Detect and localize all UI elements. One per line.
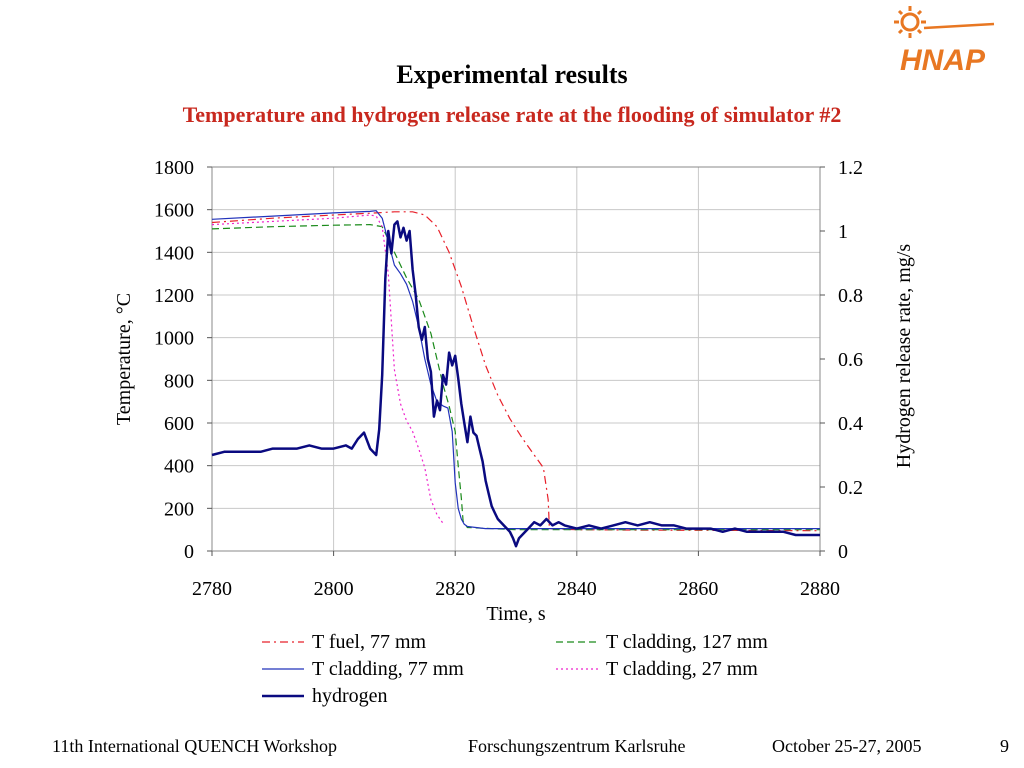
legend-label-2: T cladding, 77 mm bbox=[312, 658, 464, 680]
y2-tick-label: 0.4 bbox=[838, 413, 863, 435]
y2-axis-label: Hydrogen release rate, mg/s bbox=[893, 244, 915, 469]
legend-label-0: T fuel, 77 mm bbox=[312, 631, 427, 653]
x-tick-label: 2880 bbox=[800, 578, 840, 600]
y-tick-label: 1000 bbox=[154, 328, 194, 350]
x-tick-label: 2780 bbox=[192, 578, 232, 600]
footer-institution: Forschungszentrum Karlsruhe bbox=[468, 736, 686, 756]
y-tick-label: 800 bbox=[164, 370, 194, 392]
y2-tick-label: 0 bbox=[838, 541, 848, 563]
series-line-0 bbox=[211, 211, 821, 532]
series-line-4 bbox=[211, 220, 820, 548]
series-line-3 bbox=[211, 214, 444, 524]
y2-tick-label: 1.2 bbox=[838, 157, 863, 179]
slide-subtitle: Temperature and hydrogen release rate at… bbox=[182, 102, 842, 127]
footer-workshop: 11th International QUENCH Workshop bbox=[52, 736, 338, 756]
x-axis-label: Time, s bbox=[486, 603, 546, 625]
x-tick-label: 2820 bbox=[435, 578, 475, 600]
series-line-1 bbox=[211, 224, 820, 531]
slide-title: Experimental results bbox=[396, 60, 628, 89]
x-tick-label: 2860 bbox=[678, 578, 718, 600]
y2-tick-label: 0.2 bbox=[838, 477, 863, 499]
y2-tick-label: 0.8 bbox=[838, 285, 863, 307]
y-tick-label: 0 bbox=[184, 541, 194, 563]
y-tick-label: 1800 bbox=[154, 157, 194, 179]
y2-tick-label: 1 bbox=[838, 221, 848, 243]
y-tick-label: 400 bbox=[164, 456, 194, 478]
institute-logo: HNAP bbox=[894, 6, 995, 77]
legend-label-4: hydrogen bbox=[312, 685, 388, 707]
sun-icon bbox=[894, 6, 995, 38]
legend-label-3: T cladding, 27 mm bbox=[606, 658, 758, 680]
series-line-2 bbox=[211, 210, 820, 530]
y-tick-label: 200 bbox=[164, 498, 194, 520]
y-tick-label: 1600 bbox=[154, 200, 194, 222]
plot-area bbox=[211, 166, 821, 552]
logo-wordmark: HNAP bbox=[900, 44, 986, 77]
y-axis-label: Temperature, °C bbox=[113, 293, 135, 425]
x-tick-label: 2840 bbox=[557, 578, 597, 600]
x-tick-label: 2800 bbox=[314, 578, 354, 600]
y2-tick-label: 0.6 bbox=[838, 349, 863, 371]
footer-page-number: 9 bbox=[1000, 736, 1009, 756]
y-tick-label: 1200 bbox=[154, 285, 194, 307]
y-tick-label: 1400 bbox=[154, 242, 194, 264]
y-tick-label: 600 bbox=[164, 413, 194, 435]
legend-label-1: T cladding, 127 mm bbox=[606, 631, 768, 653]
footer-date: October 25-27, 2005 bbox=[772, 736, 922, 756]
